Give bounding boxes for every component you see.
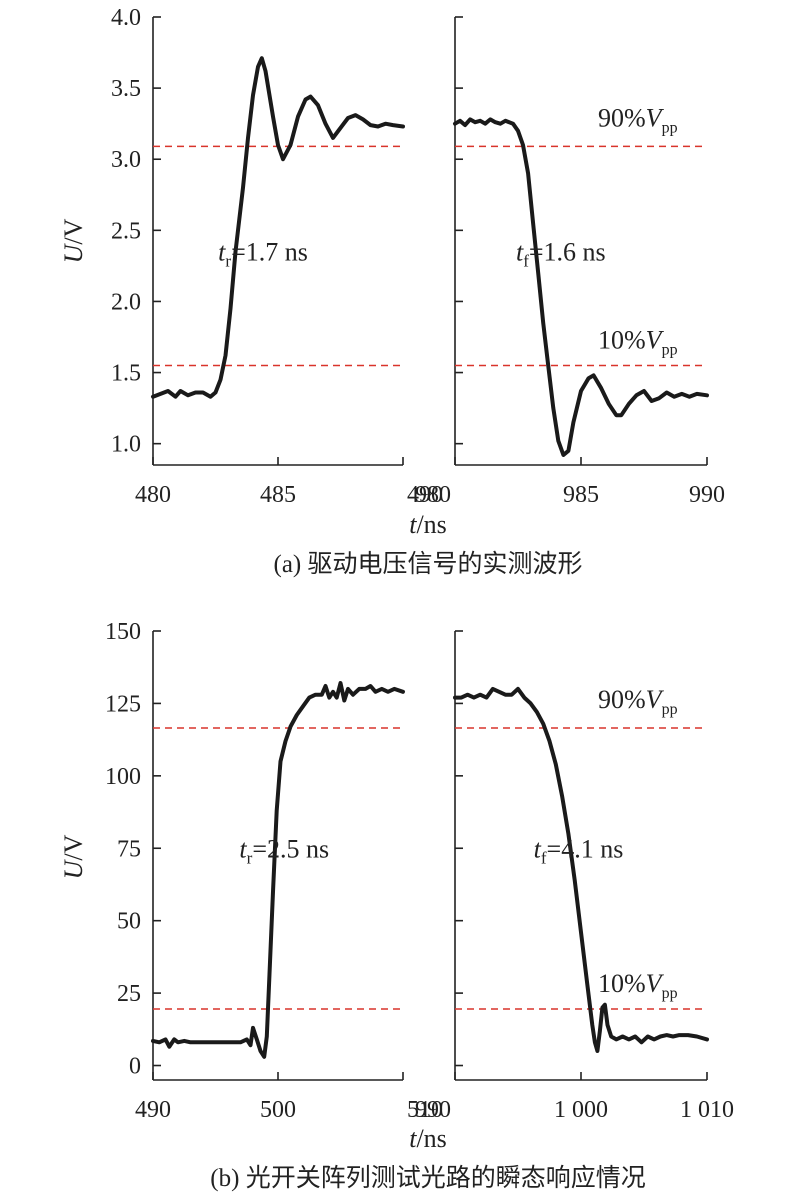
x-tick-label: 500 bbox=[260, 1097, 296, 1123]
x-axis-unit: /ns bbox=[416, 1124, 446, 1153]
reference-symbol: V bbox=[646, 969, 665, 998]
y-tick-label: 0 bbox=[129, 1054, 141, 1080]
annotation-subscript: f bbox=[541, 848, 547, 867]
y-tick-label: 1.5 bbox=[111, 361, 141, 387]
reference-percent: 10% bbox=[598, 969, 646, 998]
x-tick-label: 485 bbox=[260, 482, 296, 508]
waveform-line bbox=[453, 686, 709, 1053]
reference-symbol: V bbox=[646, 325, 665, 354]
annotation-symbol: t bbox=[516, 238, 524, 267]
reference-percent: 90% bbox=[598, 103, 646, 132]
reference-percent: 10% bbox=[598, 325, 646, 354]
annotation-subscript: r bbox=[247, 848, 253, 867]
x-tick-label: 1 000 bbox=[554, 1097, 608, 1123]
time-annotation: tf=4.1 ns bbox=[534, 834, 624, 867]
panel-1: 0 25 50 75 100 125 150 490 500 510 tr=2.5 ns bbox=[105, 619, 443, 1123]
y-tick-label: 3.5 bbox=[111, 76, 141, 102]
panel-1: 1.0 1.5 2.0 2.5 3.0 3.5 4.0 480 485 490 tr=1.7 ns bbox=[111, 5, 443, 508]
x-tick-label: 490 bbox=[135, 1097, 171, 1123]
reference-label: 90%Vpp bbox=[598, 103, 678, 136]
x-tick-label: 990 bbox=[689, 482, 725, 508]
panel-2: 990 1 000 1 010 tf=4.1 ns bbox=[415, 630, 734, 1123]
figure-caption: (b) 光开关阵列测试光路的瞬态响应情况 bbox=[210, 1164, 645, 1192]
x-tick-label: 990 bbox=[415, 1097, 451, 1123]
annotation-value: =1.7 ns bbox=[231, 238, 308, 267]
x-axis-label: t/ns bbox=[409, 1124, 447, 1153]
y-axis-symbol: U bbox=[59, 242, 88, 263]
y-tick-label: 2.0 bbox=[111, 289, 141, 315]
y-axis-unit: /V bbox=[59, 218, 88, 244]
time-annotation: tr=1.7 ns bbox=[218, 238, 308, 271]
x-axis-unit: /ns bbox=[416, 510, 446, 539]
reference-label: 10%Vpp bbox=[598, 325, 678, 358]
y-tick-label: 50 bbox=[117, 909, 141, 935]
annotation-value: =4.1 ns bbox=[547, 834, 624, 863]
y-axis-label: U/V bbox=[59, 834, 88, 879]
time-annotation: tf=1.6 ns bbox=[516, 238, 606, 271]
figure-caption: (a) 驱动电压信号的实测波形 bbox=[274, 550, 583, 578]
annotation-value: =1.6 ns bbox=[529, 238, 606, 267]
annotation-subscript: r bbox=[225, 252, 231, 271]
y-tick-label: 75 bbox=[117, 836, 141, 862]
x-tick-label: 490 bbox=[407, 482, 443, 508]
y-tick-label: 150 bbox=[105, 619, 141, 645]
y-tick-label: 2.5 bbox=[111, 218, 141, 244]
y-tick-label: 1.0 bbox=[111, 432, 141, 458]
reference-symbol: V bbox=[646, 685, 665, 714]
reference-subscript: pp bbox=[662, 341, 678, 358]
y-tick-label: 100 bbox=[105, 764, 141, 790]
reference-label: 10%Vpp bbox=[598, 969, 678, 1002]
reference-subscript: pp bbox=[662, 985, 678, 1002]
waveform-line bbox=[453, 117, 709, 457]
annotation-subscript: f bbox=[523, 252, 529, 271]
x-axis-symbol: t bbox=[409, 510, 417, 539]
reference-label: 90%Vpp bbox=[598, 685, 678, 718]
reference-percent: 90% bbox=[598, 685, 646, 714]
waveform-line bbox=[151, 681, 405, 1059]
waveform-line bbox=[151, 56, 405, 399]
x-tick-label: 980 bbox=[415, 482, 451, 508]
x-tick-label: 1 010 bbox=[680, 1097, 734, 1123]
annotation-symbol: t bbox=[239, 834, 247, 863]
y-tick-label: 25 bbox=[117, 981, 141, 1007]
y-axis-unit: /V bbox=[59, 834, 88, 860]
y-tick-label: 125 bbox=[105, 691, 141, 717]
x-tick-label: 480 bbox=[135, 482, 171, 508]
reference-subscript: pp bbox=[662, 119, 678, 136]
y-tick-label: 3.0 bbox=[111, 147, 141, 173]
annotation-value: =2.5 ns bbox=[252, 834, 329, 863]
reference-symbol: V bbox=[646, 103, 665, 132]
annotation-symbol: t bbox=[534, 834, 542, 863]
reference-subscript: pp bbox=[662, 701, 678, 718]
x-axis-label: t/ns bbox=[409, 510, 447, 539]
y-axis-symbol: U bbox=[59, 858, 88, 879]
y-axis-label: U/V bbox=[59, 218, 88, 263]
annotation-symbol: t bbox=[218, 238, 226, 267]
x-tick-label: 985 bbox=[563, 482, 599, 508]
x-axis-symbol: t bbox=[409, 1124, 417, 1153]
y-tick-label: 4.0 bbox=[111, 5, 141, 31]
x-tick-label: 510 bbox=[407, 1097, 443, 1123]
panel-2: 980 985 990 tf=1.6 ns bbox=[415, 16, 725, 508]
time-annotation: tr=2.5 ns bbox=[239, 834, 329, 867]
